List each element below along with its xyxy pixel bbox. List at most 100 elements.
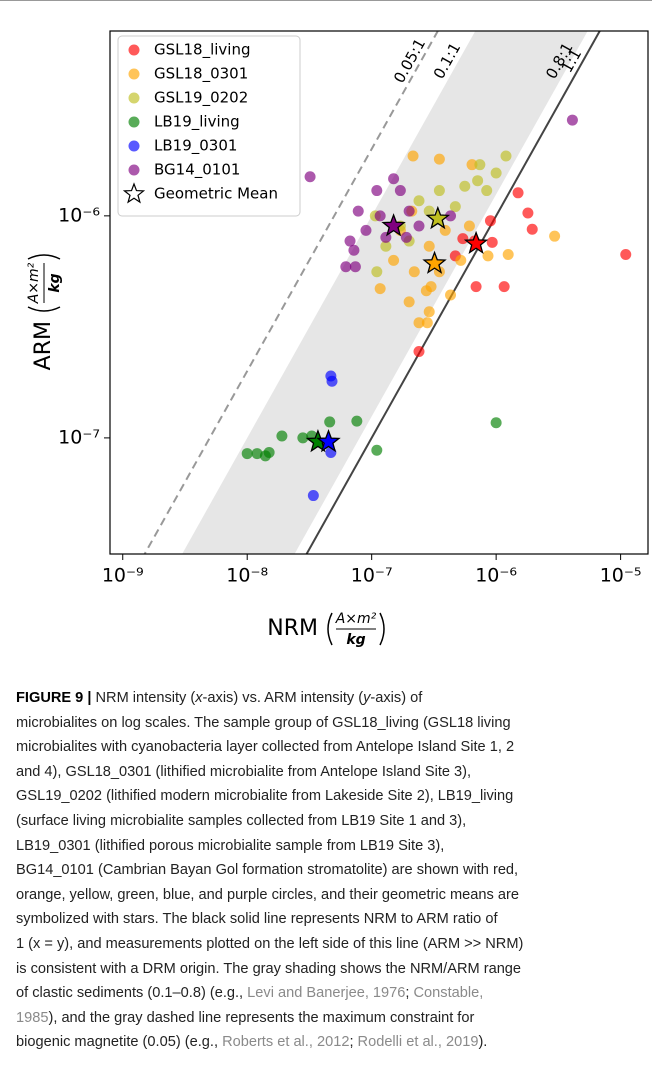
x-tick-label: 10⁻⁵	[600, 565, 642, 587]
point	[374, 210, 386, 222]
point	[348, 244, 360, 256]
caption-line: of clastic sediments (0.1–0.8) (e.g., Le…	[16, 981, 646, 1006]
point	[463, 220, 475, 232]
point	[526, 223, 538, 235]
point	[388, 173, 400, 185]
unit-denominator: kg	[346, 632, 365, 648]
caption-text: 1 (x = y), and measurements plotted on t…	[16, 935, 524, 952]
citation-link[interactable]: Constable,	[413, 985, 484, 1002]
ratio-line	[143, 31, 439, 554]
point	[449, 201, 461, 213]
plot-frame	[109, 30, 649, 555]
point	[455, 254, 467, 266]
point	[423, 205, 435, 217]
caption-text: ;	[405, 985, 414, 1002]
caption-text: ).	[478, 1034, 488, 1051]
point	[566, 114, 578, 126]
caption-text: microbialites on log scales. The sample …	[16, 714, 511, 731]
legend-marker	[128, 164, 140, 176]
mean-star	[463, 230, 489, 254]
caption-text: microbialites with cyanobacteria layer c…	[16, 739, 515, 756]
point	[388, 254, 400, 266]
point	[498, 281, 510, 293]
caption-text: ), and the gray dashed line represents t…	[48, 1009, 475, 1026]
ratio-line	[305, 31, 601, 554]
point	[484, 215, 496, 227]
caption-text: x	[195, 690, 203, 706]
point	[423, 240, 435, 252]
caption-line: symbolized with stars. The black solid l…	[16, 907, 646, 932]
citation-link[interactable]: 1985	[16, 1009, 49, 1026]
point	[371, 444, 383, 456]
paren	[379, 612, 385, 646]
point	[403, 296, 415, 308]
point	[276, 430, 288, 442]
point	[457, 233, 469, 245]
point	[413, 195, 425, 207]
point	[297, 432, 309, 444]
caption-text: NRM intensity (	[91, 690, 196, 706]
point	[620, 248, 632, 260]
point	[352, 205, 364, 217]
caption-text: is consistent with a DRM origin. The gra…	[16, 960, 522, 977]
point	[374, 283, 386, 295]
point	[433, 185, 445, 197]
x-axis-label: NRM A×m² kg	[267, 611, 385, 648]
caption-text: symbolized with stars. The black solid l…	[16, 911, 498, 928]
point	[380, 240, 392, 252]
caption-line: 1985), and the gray dashed line represen…	[16, 1006, 646, 1031]
caption-line: 1 (x = y), and measurements plotted on t…	[16, 932, 646, 957]
x-tick-label: 10⁻⁹	[102, 565, 144, 587]
caption-line: is consistent with a DRM origin. The gra…	[16, 957, 646, 982]
point	[486, 236, 498, 248]
point	[351, 415, 363, 427]
point	[472, 175, 484, 187]
legend-frame	[117, 35, 301, 217]
caption-text: orange, yellow, green, blue, and purple …	[16, 886, 519, 903]
x-tick-label: 10⁻⁶	[475, 565, 517, 587]
point	[522, 207, 534, 219]
point	[413, 220, 425, 232]
plot-area	[143, 31, 632, 554]
legend-label: BG14_0101	[154, 161, 240, 180]
point	[326, 375, 338, 387]
point	[403, 205, 415, 217]
caption-line: BG14_0101 (Cambrian Bayan Gol formation …	[16, 858, 646, 883]
unit-denominator: kg	[47, 273, 63, 292]
x-tick-label: 10⁻⁷	[351, 565, 393, 587]
mean-star	[316, 428, 341, 453]
point	[324, 416, 336, 428]
ratio-label: 0.05:1	[390, 35, 429, 86]
point	[251, 448, 263, 460]
legend-label: LB19_0301	[154, 137, 237, 156]
caption-text: (surface living microbialite samples col…	[16, 812, 467, 829]
legend-label: GSL19_0202	[154, 89, 248, 108]
point	[482, 250, 494, 262]
citation-link[interactable]: Levi and Banerjee, 1976	[247, 985, 406, 1002]
point	[459, 180, 471, 192]
point	[371, 185, 383, 197]
legend-marker	[128, 68, 140, 80]
y-axis-label: ARM A×m² kg	[26, 254, 63, 370]
unit-numerator: A×m²	[26, 262, 42, 304]
caption-text: of clastic sediments (0.1–0.8) (e.g.,	[16, 985, 248, 1002]
citation-link[interactable]: Rodelli et al., 2019	[357, 1034, 479, 1051]
citation-link[interactable]: Roberts et al., 2012	[222, 1034, 350, 1051]
unit-numerator: A×m²	[335, 611, 377, 627]
point	[400, 231, 412, 243]
chart: 0.05:1 0.1:1 0.8:11:110⁻⁹ 10⁻⁸ 10⁻⁷ 10⁻⁶ 10⁻⁵1…	[26, 30, 649, 648]
caption-text: and 4), GSL18_0301 (lithified microbiali…	[16, 763, 472, 780]
point	[407, 150, 419, 162]
axis-label: ARM	[31, 321, 56, 370]
point	[408, 266, 420, 278]
point	[549, 230, 561, 242]
y-tick-label: 10⁻⁶	[58, 204, 100, 226]
point	[413, 345, 425, 357]
paren	[327, 612, 333, 646]
legend-star	[122, 182, 146, 204]
point	[425, 281, 437, 293]
point	[512, 187, 524, 199]
shaded-range	[182, 31, 588, 554]
point	[304, 171, 316, 183]
